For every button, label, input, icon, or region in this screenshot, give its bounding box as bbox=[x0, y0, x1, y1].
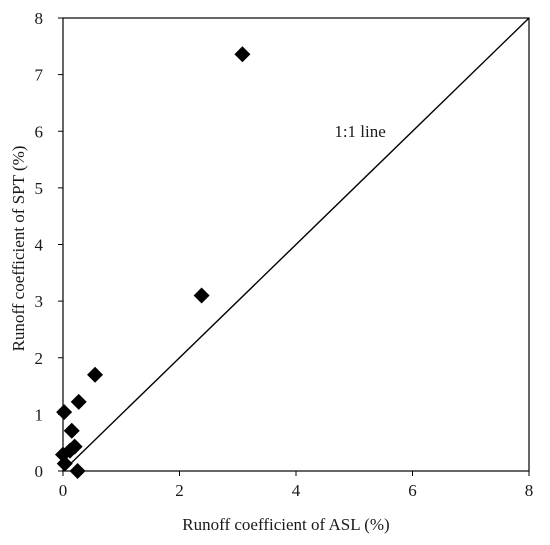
y-tick-label: 2 bbox=[35, 349, 44, 368]
data-point bbox=[69, 463, 86, 479]
data-point bbox=[234, 46, 251, 63]
data-point bbox=[56, 455, 73, 472]
reference-line-label: 1:1 line bbox=[334, 122, 385, 141]
y-tick-label: 8 bbox=[35, 9, 44, 28]
x-tick-label: 0 bbox=[59, 481, 68, 500]
y-axis-title: Runoff coefficient of SPT (%) bbox=[9, 146, 28, 352]
x-axis-title: Runoff coefficient of ASL (%) bbox=[182, 515, 389, 534]
data-point bbox=[61, 442, 78, 459]
one-to-one-line bbox=[62, 17, 530, 472]
data-points bbox=[55, 46, 251, 479]
y-tick-label: 7 bbox=[35, 66, 44, 85]
data-point bbox=[193, 287, 210, 304]
x-tick-label: 8 bbox=[525, 481, 534, 500]
y-tick-label: 4 bbox=[35, 236, 44, 255]
x-tick-label: 2 bbox=[175, 481, 184, 500]
y-tick-label: 3 bbox=[35, 292, 44, 311]
y-tick-label: 0 bbox=[35, 462, 44, 481]
data-point bbox=[87, 366, 104, 383]
y-tick-label: 1 bbox=[35, 405, 44, 424]
data-point bbox=[63, 422, 80, 439]
x-tick-label: 4 bbox=[292, 481, 301, 500]
data-point bbox=[70, 393, 87, 410]
x-tick-label: 6 bbox=[408, 481, 417, 500]
reference-line-group bbox=[62, 17, 530, 472]
y-tick-label: 5 bbox=[35, 179, 44, 198]
data-point bbox=[56, 404, 73, 421]
ticks-group: 0 2 4 6 8 0 1 2 3 4 5 6 7 8 bbox=[35, 9, 534, 500]
y-tick-label: 6 bbox=[35, 122, 44, 141]
